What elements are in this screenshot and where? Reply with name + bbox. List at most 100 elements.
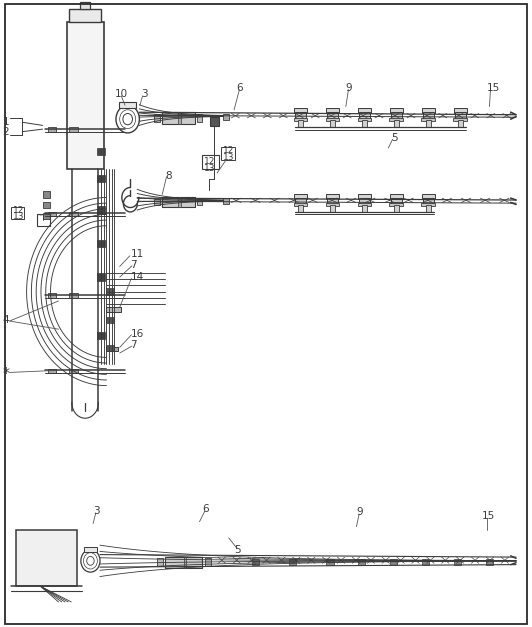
Bar: [358, 118, 371, 121]
Bar: [391, 112, 402, 119]
Bar: [359, 112, 370, 119]
Bar: [252, 559, 259, 566]
Text: 6: 6: [237, 83, 243, 93]
Bar: [362, 205, 367, 212]
Bar: [298, 120, 303, 127]
Text: 16: 16: [130, 329, 144, 339]
Bar: [359, 198, 370, 204]
Bar: [326, 203, 339, 206]
Bar: [455, 112, 466, 119]
Text: 13: 13: [13, 213, 25, 221]
Bar: [210, 117, 219, 126]
Bar: [326, 194, 339, 199]
Bar: [97, 240, 105, 247]
Bar: [184, 557, 186, 568]
Bar: [221, 147, 235, 160]
Bar: [390, 194, 403, 199]
Text: 4: 4: [3, 315, 9, 325]
Text: 12: 12: [204, 157, 215, 166]
Text: 14: 14: [130, 272, 144, 282]
Bar: [106, 347, 118, 351]
Bar: [162, 197, 195, 207]
Bar: [97, 332, 105, 339]
Bar: [289, 559, 296, 566]
Bar: [119, 102, 136, 108]
Bar: [66, 22, 104, 169]
Bar: [178, 197, 181, 207]
Text: 5: 5: [391, 133, 397, 143]
Bar: [389, 203, 403, 206]
Bar: [454, 559, 461, 566]
Bar: [165, 557, 202, 568]
Text: 6: 6: [202, 504, 209, 514]
Bar: [295, 198, 306, 204]
Text: 11: 11: [130, 249, 144, 259]
Bar: [106, 345, 114, 351]
Bar: [294, 194, 307, 199]
Text: 8: 8: [165, 171, 171, 181]
Bar: [326, 559, 334, 566]
Bar: [426, 205, 431, 212]
Bar: [454, 108, 467, 113]
Bar: [48, 369, 56, 373]
Bar: [421, 203, 435, 206]
Bar: [97, 206, 105, 214]
Bar: [69, 127, 78, 132]
Bar: [358, 559, 365, 566]
Bar: [327, 198, 338, 204]
Bar: [106, 307, 121, 312]
Bar: [69, 369, 78, 373]
Bar: [422, 559, 429, 566]
Bar: [205, 559, 211, 566]
Bar: [421, 118, 435, 121]
Bar: [330, 205, 335, 212]
Bar: [298, 205, 303, 212]
Bar: [106, 288, 114, 295]
Bar: [358, 203, 371, 206]
Bar: [154, 199, 160, 205]
Text: 3: 3: [141, 89, 147, 99]
Text: 12: 12: [223, 146, 235, 155]
Bar: [97, 273, 105, 281]
Bar: [391, 198, 402, 204]
Bar: [295, 112, 306, 119]
Text: 7: 7: [130, 340, 137, 350]
Bar: [48, 127, 56, 132]
Bar: [294, 118, 307, 121]
Bar: [362, 120, 367, 127]
Bar: [69, 212, 78, 216]
Bar: [11, 207, 24, 219]
Text: 13: 13: [204, 164, 215, 172]
Text: 12: 12: [13, 206, 24, 214]
Text: *: *: [3, 366, 10, 380]
Bar: [422, 194, 435, 199]
Text: 5: 5: [234, 545, 240, 555]
Bar: [69, 293, 78, 298]
Bar: [327, 112, 338, 119]
Bar: [390, 108, 403, 113]
Bar: [422, 108, 435, 113]
Bar: [43, 202, 50, 208]
Bar: [358, 194, 371, 199]
Bar: [43, 191, 50, 198]
Text: 15: 15: [487, 83, 500, 93]
Text: 2: 2: [3, 127, 9, 137]
Bar: [197, 114, 202, 122]
Text: 10: 10: [114, 89, 128, 99]
Bar: [390, 559, 397, 566]
Bar: [197, 199, 202, 205]
Bar: [486, 559, 493, 566]
Bar: [178, 112, 181, 124]
Bar: [423, 112, 434, 119]
Text: 9: 9: [346, 83, 352, 93]
Bar: [294, 108, 307, 113]
Bar: [43, 213, 50, 219]
Bar: [162, 112, 195, 124]
Bar: [37, 214, 50, 226]
Bar: [358, 108, 371, 113]
Bar: [16, 530, 77, 586]
Bar: [458, 120, 463, 127]
Bar: [394, 120, 399, 127]
Bar: [106, 317, 114, 323]
Text: 15: 15: [481, 511, 495, 521]
